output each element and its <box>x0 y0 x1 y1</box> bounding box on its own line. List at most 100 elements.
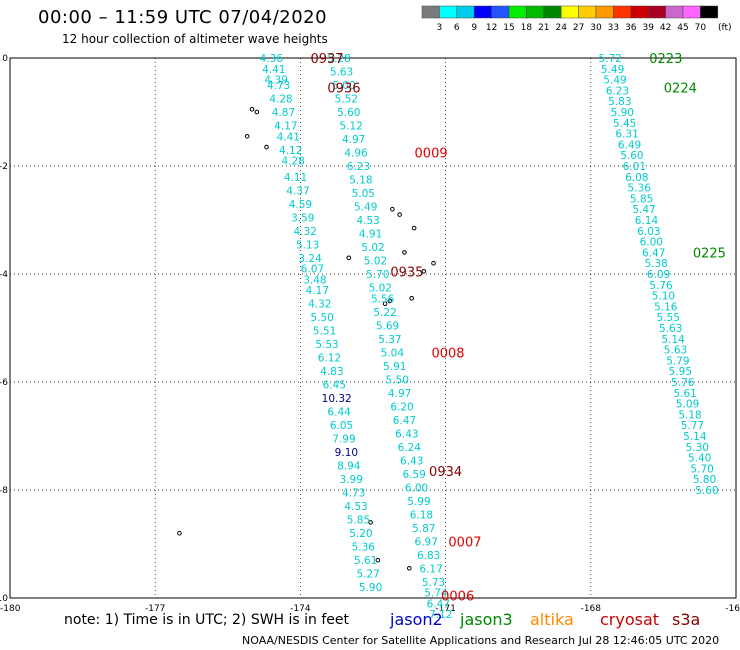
island-outline <box>409 296 415 301</box>
wave-height-value: 6.08 <box>625 172 648 184</box>
legend-swatch <box>700 5 719 19</box>
wave-height-value: 5.99 <box>407 496 430 508</box>
wave-height-value: 6.05 <box>330 420 353 432</box>
wave-height-value: 5.70 <box>366 269 389 281</box>
wave-height-value: 3.99 <box>340 474 363 486</box>
wave-height-value: 7.99 <box>332 434 355 446</box>
wave-height-value: 4.59 <box>289 199 312 211</box>
wave-height-value: 5.55 <box>657 312 680 324</box>
wave-height-value: 7.12 <box>429 609 452 621</box>
wave-height-value: 6.59 <box>402 469 425 481</box>
wave-height-value: 5.18 <box>678 409 701 421</box>
wave-height-value: 5.00 <box>332 80 355 92</box>
pass-time-label: 0006 <box>441 589 474 604</box>
wave-height-value: 6.97 <box>415 536 438 548</box>
footer-note: note: 1) Time is in UTC; 2) SWH is in fe… <box>64 612 350 628</box>
y-tick-label: -6 <box>0 378 8 388</box>
wave-height-value: 3.48 <box>303 274 326 286</box>
wave-height-value: 10.32 <box>322 393 352 405</box>
legend-swatch <box>421 5 440 19</box>
wave-height-value: 5.72 <box>598 53 621 65</box>
wave-height-value: 4.32 <box>294 226 317 238</box>
wave-height-value: 4.91 <box>359 229 382 241</box>
wave-height-value: 5.22 <box>373 307 396 319</box>
wave-height-value: 6.49 <box>618 139 641 151</box>
pass-time-label: 0225 <box>693 246 726 261</box>
wave-height-value: 5.52 <box>335 94 358 106</box>
legend-swatch <box>578 5 597 19</box>
wave-height-value: 5.60 <box>620 150 643 162</box>
map-subtitle: 12 hour collection of altimeter wave hei… <box>62 32 328 46</box>
island-outline <box>431 260 436 266</box>
wave-height-value: 5.73 <box>422 577 445 589</box>
wave-height-value: 5.37 <box>378 334 401 346</box>
wave-height-value: 5.49 <box>603 75 626 87</box>
wave-height-value: 5.45 <box>613 118 636 130</box>
legend-tick: 45 <box>677 23 688 33</box>
wave-height-value: 5.69 <box>376 320 399 332</box>
wave-height-value: 9.10 <box>335 447 358 459</box>
wave-height-value: 5.63 <box>664 345 687 357</box>
wave-height-value: 5.91 <box>383 361 406 373</box>
legend-swatch <box>560 5 579 19</box>
wave-height-value: 6.24 <box>398 442 422 454</box>
pass-time-label: 0008 <box>431 346 464 361</box>
wave-height-value: 4.53 <box>344 501 367 513</box>
legend-swatch <box>613 5 632 19</box>
island-outline <box>407 566 412 571</box>
island-outline <box>244 134 250 139</box>
legend-tick: 24 <box>555 23 567 33</box>
x-tick-label: -168 <box>581 604 602 614</box>
x-tick-label: -174 <box>290 604 311 614</box>
legend-tick: 70 <box>695 23 707 33</box>
pass-time-label: 0936 <box>327 82 360 97</box>
wave-height-value: 5.28 <box>327 53 350 65</box>
island-outline <box>368 520 373 525</box>
island-outline <box>421 269 427 274</box>
island-outline <box>375 557 381 563</box>
wave-height-value: 5.61 <box>673 388 696 400</box>
sat-cryosat: cryosat <box>600 610 659 629</box>
legend-swatch <box>595 5 614 19</box>
wave-height-value: 6.47 <box>427 598 450 610</box>
legend-tick: 3 <box>437 23 443 33</box>
island-outline <box>177 530 182 536</box>
wave-height-value: 5.49 <box>354 202 377 214</box>
legend-tick: 36 <box>625 23 637 33</box>
islands <box>177 107 436 571</box>
wave-height-value: 5.63 <box>659 323 682 335</box>
x-tick-label: -180 <box>0 604 21 614</box>
wave-height-value: 4.28 <box>281 156 304 168</box>
map-frame <box>9 57 737 599</box>
island-outline <box>382 301 388 307</box>
legend-swatch <box>508 5 527 19</box>
wave-height-value: 4.87 <box>272 107 295 119</box>
wave-height-value: 6.20 <box>390 401 413 413</box>
wave-height-value: 6.12 <box>318 353 341 365</box>
legend-tick: 27 <box>573 23 584 33</box>
sat-jason3: jason3 <box>460 610 513 629</box>
wave-height-value: 5.83 <box>608 96 631 108</box>
legend-tick: 15 <box>503 23 514 33</box>
wave-height-value: 5.38 <box>644 258 667 270</box>
wave-height-value: 5.90 <box>359 582 382 594</box>
wave-height-value: 6.14 <box>635 215 659 227</box>
wave-height-value: 4.73 <box>342 488 365 500</box>
sat-cryosat-label: cryosat <box>600 610 660 629</box>
map-title: 00:00 – 11:59 UTC 07/04/2020 <box>38 7 328 28</box>
wave-height-value: 5.02 <box>364 256 387 268</box>
wave-height-value: 5.40 <box>688 453 711 465</box>
wave-height-value: 5.74 <box>424 588 448 600</box>
pass-time-label: 0935 <box>390 265 423 280</box>
wave-height-value: 4.36 <box>260 53 284 65</box>
wave-height-value: 5.60 <box>337 107 360 119</box>
legend-swatch <box>543 5 562 19</box>
wave-height-value: 5.14 <box>661 334 685 346</box>
legend-tick: 18 <box>521 23 533 33</box>
pass-time-label: 0937 <box>310 52 343 67</box>
wave-height-value: 5.60 <box>695 485 718 497</box>
legend-unit: (ft) <box>718 23 732 33</box>
wave-height-value: 6.07 <box>301 264 324 276</box>
wave-height-value: 8.94 <box>337 461 361 473</box>
